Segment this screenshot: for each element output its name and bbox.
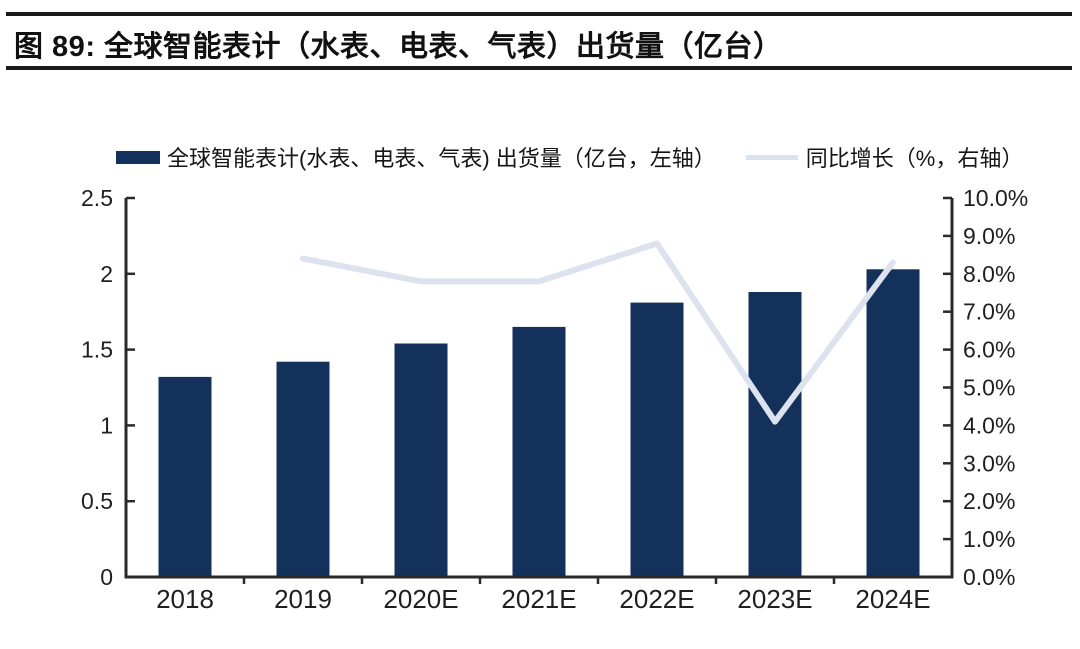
- bar-2019: [276, 361, 330, 577]
- right-axis-label: 4.0%: [963, 412, 1015, 438]
- line-series-swatch: [745, 154, 798, 160]
- right-axis-label: 10.0%: [963, 185, 1028, 211]
- bars-layer: [158, 269, 920, 577]
- bar-2020E: [394, 343, 448, 577]
- x-axis-label-2019: 2019: [274, 584, 332, 614]
- left-axis-label: 0.5: [81, 488, 113, 514]
- right-axis-label: 5.0%: [963, 375, 1015, 401]
- left-axis-label: 2.5: [81, 185, 113, 211]
- growth-line: [300, 240, 896, 425]
- bar-2023E: [748, 292, 802, 577]
- line-series-label: 同比增长（%，右轴）: [805, 146, 1024, 171]
- x-axis-label-2021E: 2021E: [501, 584, 576, 614]
- x-axis-label-2023E: 2023E: [737, 584, 812, 614]
- bar-2022E: [630, 302, 684, 577]
- bar-series-swatch: [116, 150, 160, 164]
- header-bottom-rule: [6, 66, 1072, 70]
- x-axis-label-2020E: 2020E: [383, 584, 458, 614]
- right-axis-label: 3.0%: [963, 450, 1015, 476]
- right-axis-label: 8.0%: [963, 261, 1015, 287]
- bar-2024E: [866, 269, 920, 577]
- right-axis-label: 1.0%: [963, 526, 1015, 552]
- axis-labels-layer: 0 0.5 1 1.5 2 2.5 0.0% 1.0% 2.0% 3.0% 4.0% 5.0% 6.0%…: [81, 185, 1028, 614]
- right-axis-label: 6.0%: [963, 337, 1015, 363]
- left-axis-label: 0: [100, 564, 113, 590]
- top-rule: [6, 12, 1072, 16]
- bar-2021E: [512, 326, 566, 577]
- chart-legend: 全球智能表计(水表、电表、气表) 出货量（亿台，左轴） 同比增长（%，右轴）: [116, 141, 1023, 173]
- x-axis-label-2024E: 2024E: [855, 584, 930, 614]
- left-axis-label: 1.5: [81, 337, 113, 363]
- bar-series-label: 全球智能表计(水表、电表、气表) 出货量（亿台，左轴）: [167, 146, 716, 171]
- left-axis-label: 2: [100, 261, 113, 287]
- right-axis-label: 7.0%: [963, 299, 1015, 325]
- bar-2018: [158, 376, 212, 577]
- left-axis-label: 1: [100, 412, 113, 438]
- right-axis-label: 9.0%: [963, 223, 1015, 249]
- x-axis-label-2018: 2018: [156, 584, 214, 614]
- axes-layer: [124, 196, 954, 584]
- right-axis-label: 0.0%: [963, 564, 1015, 590]
- growth-line-layer: [300, 240, 896, 425]
- right-axis-label: 2.0%: [963, 488, 1015, 514]
- figure-title: 图 89: 全球智能表计（水表、电表、气表）出货量（亿台）: [14, 31, 783, 63]
- x-axis-label-2022E: 2022E: [619, 584, 694, 614]
